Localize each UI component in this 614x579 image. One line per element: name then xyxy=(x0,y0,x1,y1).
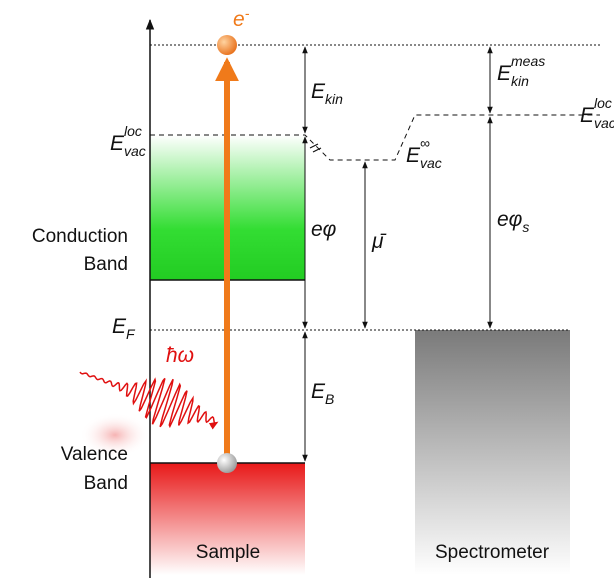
sample-label: Sample xyxy=(196,542,260,563)
fermi-label: EF xyxy=(112,315,136,342)
band-label: Band xyxy=(84,473,128,494)
hole xyxy=(217,453,237,473)
binding-label: EB xyxy=(311,380,334,407)
work-function-label: eφ xyxy=(311,218,337,241)
band-label: Band xyxy=(84,254,128,275)
diagram: e- Ekin Elocvac E∞vac eφ μ̄ Conduction B… xyxy=(0,0,614,579)
break-mark xyxy=(310,144,321,152)
spectrometer-fill xyxy=(415,330,570,575)
band-label: Valence xyxy=(61,444,128,465)
electron-label: e- xyxy=(233,5,250,31)
e-vac-inf-label: E∞vac xyxy=(406,135,442,171)
electron xyxy=(217,35,237,55)
photon-label: ħω xyxy=(166,344,194,367)
spectrometer-label: Spectrometer xyxy=(435,542,550,563)
chem-potential-label: μ̄ xyxy=(371,230,387,253)
work-function-s-label: eφs xyxy=(497,208,529,235)
band-label: Conduction xyxy=(32,226,128,247)
e-kin-label: Ekin xyxy=(311,80,343,107)
